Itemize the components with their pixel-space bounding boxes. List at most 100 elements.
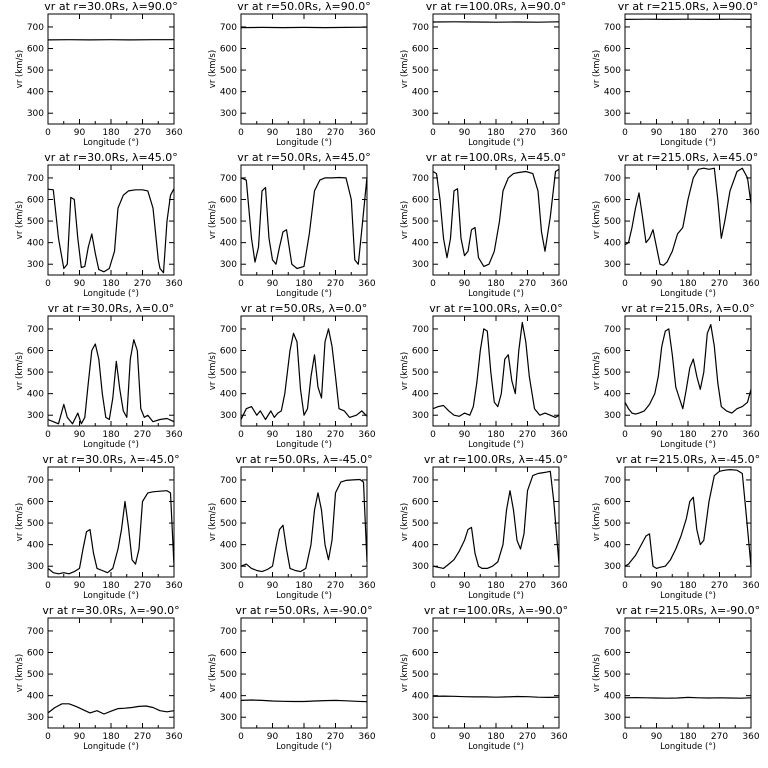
chart-panel: vr at r=215.0Rs, λ=-90.0° 0 90 180 270 360 300… — [592, 604, 760, 752]
y-tick-label: 700 — [27, 627, 44, 637]
y-tick-label: 500 — [604, 670, 621, 680]
x-tick-label: 360 — [358, 128, 375, 138]
y-tick-label: 700 — [220, 476, 237, 486]
x-tick-label: 180 — [295, 732, 312, 742]
y-tick-label: 500 — [27, 66, 44, 76]
y-tick-label: 300 — [604, 109, 621, 119]
x-tick-label: 180 — [295, 430, 312, 440]
x-tick-label: 180 — [487, 581, 504, 591]
panel-title: vr at r=100.0Rs, λ=-90.0° — [424, 604, 568, 617]
y-tick-label: 300 — [220, 411, 237, 421]
chart-panel: vr at r=100.0Rs, λ=-45.0° 0 90 180 270 360 300… — [400, 453, 568, 601]
y-tick-label: 300 — [27, 109, 44, 119]
panel-title: vr at r=30.0Rs, λ=-90.0° — [42, 604, 179, 617]
x-tick-label: 0 — [622, 128, 628, 138]
y-tick-label: 500 — [604, 368, 621, 378]
panel-title: vr at r=30.0Rs, λ=45.0° — [44, 151, 177, 164]
x-tick-label: 90 — [651, 581, 663, 591]
y-tick-label: 600 — [412, 196, 429, 206]
x-tick-label: 180 — [679, 128, 696, 138]
panel-title: vr at r=215.0Rs, λ=90.0° — [618, 0, 758, 13]
x-tick-label: 360 — [742, 279, 759, 289]
x-tick-label: 0 — [45, 430, 51, 440]
y-tick-label: 300 — [604, 411, 621, 421]
y-tick-label: 600 — [27, 498, 44, 508]
chart-panel: vr at r=100.0Rs, λ=-90.0° 0 90 180 270 360 300… — [400, 604, 568, 752]
y-tick-label: 300 — [220, 713, 237, 723]
y-tick-label: 600 — [220, 498, 237, 508]
y-tick-label: 300 — [412, 562, 429, 572]
x-tick-label: 180 — [487, 128, 504, 138]
x-tick-label: 0 — [45, 279, 51, 289]
y-tick-label: 400 — [412, 541, 429, 551]
x-tick-label: 90 — [267, 430, 279, 440]
y-tick-label: 400 — [604, 692, 621, 702]
x-tick-label: 270 — [519, 430, 536, 440]
y-axis-label: vr (km/s) — [400, 50, 410, 88]
y-tick-label: 300 — [604, 562, 621, 572]
y-tick-label: 400 — [27, 692, 44, 702]
chart-panel: vr at r=50.0Rs, λ=-90.0° 0 90 180 270 360 300 4… — [208, 604, 376, 752]
plot-frame — [240, 315, 368, 427]
y-tick-label: 400 — [412, 390, 429, 400]
x-tick-label: 0 — [45, 732, 51, 742]
x-tick-label: 90 — [74, 128, 86, 138]
y-tick-label: 700 — [27, 325, 44, 335]
y-tick-label: 300 — [220, 109, 237, 119]
y-tick-label: 600 — [27, 649, 44, 659]
y-tick-label: 600 — [412, 347, 429, 357]
chart-panel: vr at r=215.0Rs, λ=90.0° 0 90 180 270 360 300 4… — [592, 0, 760, 148]
y-axis-label: vr (km/s) — [400, 654, 410, 692]
panel-title: vr at r=30.0Rs, λ=90.0° — [44, 0, 177, 13]
y-tick-label: 600 — [604, 649, 621, 659]
x-tick-label: 90 — [74, 581, 86, 591]
y-tick-label: 600 — [220, 649, 237, 659]
y-tick-label: 400 — [412, 692, 429, 702]
x-tick-label: 90 — [267, 279, 279, 289]
y-tick-label: 700 — [412, 325, 429, 335]
plot-frame — [240, 466, 368, 578]
x-tick-label: 270 — [327, 581, 344, 591]
x-tick-label: 270 — [519, 128, 536, 138]
y-axis-label: vr (km/s) — [592, 50, 602, 88]
x-tick-label: 0 — [45, 128, 51, 138]
y-tick-label: 500 — [220, 66, 237, 76]
x-tick-label: 0 — [238, 430, 244, 440]
y-tick-label: 700 — [604, 627, 621, 637]
y-tick-label: 500 — [412, 519, 429, 529]
x-tick-label: 180 — [679, 430, 696, 440]
panel-title: vr at r=30.0Rs, λ=-45.0° — [42, 453, 179, 466]
x-tick-label: 270 — [327, 732, 344, 742]
x-tick-label: 0 — [430, 128, 436, 138]
plot-frame — [624, 315, 752, 427]
chart-panel: vr at r=50.0Rs, λ=-45.0° 0 90 180 270 360 300 4… — [208, 453, 376, 601]
x-tick-label: 90 — [267, 581, 279, 591]
x-tick-label: 0 — [622, 279, 628, 289]
x-tick-label: 90 — [459, 581, 471, 591]
x-axis-label: Longitude (°) — [468, 591, 524, 601]
chart-panel: vr at r=30.0Rs, λ=-90.0° 0 90 180 270 360 300 4… — [15, 604, 183, 752]
series-line — [624, 167, 752, 266]
x-axis-label: Longitude (°) — [468, 742, 524, 752]
y-tick-label: 500 — [412, 368, 429, 378]
x-tick-label: 0 — [430, 581, 436, 591]
y-axis-label: vr (km/s) — [400, 503, 410, 541]
y-axis-label: vr (km/s) — [208, 50, 218, 88]
y-axis-label: vr (km/s) — [400, 352, 410, 390]
panel-title: vr at r=100.0Rs, λ=-45.0° — [424, 453, 568, 466]
x-tick-label: 180 — [679, 581, 696, 591]
x-tick-label: 180 — [679, 279, 696, 289]
x-axis-label: Longitude (°) — [660, 742, 716, 752]
y-axis-label: vr (km/s) — [15, 352, 25, 390]
y-tick-label: 600 — [604, 498, 621, 508]
panel-title: vr at r=215.0Rs, λ=45.0° — [618, 151, 758, 164]
x-axis-label: Longitude (°) — [83, 440, 139, 450]
series-line — [47, 188, 175, 274]
series-line — [240, 478, 368, 573]
y-tick-label: 500 — [27, 217, 44, 227]
x-tick-label: 270 — [711, 581, 728, 591]
series-line — [432, 470, 560, 570]
x-tick-label: 180 — [102, 732, 119, 742]
x-tick-label: 0 — [45, 581, 51, 591]
x-tick-label: 270 — [711, 128, 728, 138]
